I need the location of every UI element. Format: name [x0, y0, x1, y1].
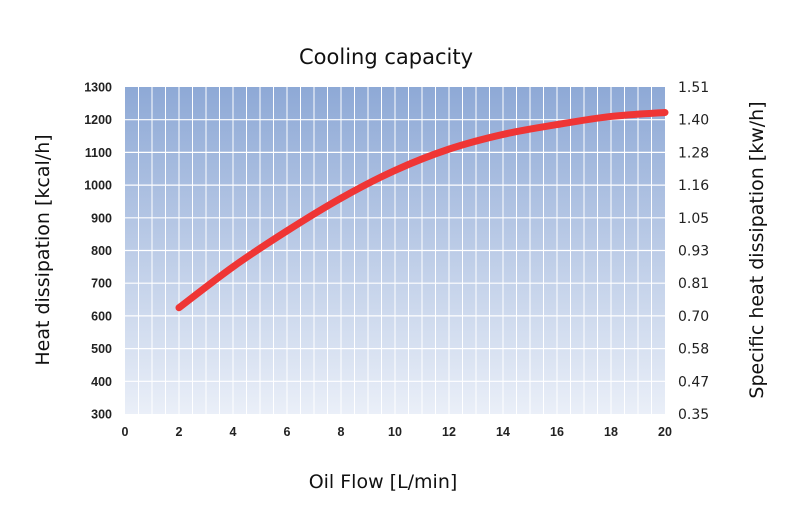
series-line: [175, 109, 669, 312]
x-tick-label: 8: [338, 425, 345, 439]
y2-tick-label: 0.93: [678, 244, 709, 260]
y2-tick-label: 0.47: [678, 374, 709, 390]
x-tick-label: 4: [230, 425, 237, 439]
y-tick-label: 400: [91, 375, 112, 389]
y-tick-label: 1100: [85, 146, 112, 160]
y-tick-label: 900: [91, 211, 112, 225]
y-axis-ticks: 300 400 500 600 700 800 900 1000 1100 1200 1300: [84, 81, 112, 422]
x-tick-label: 10: [388, 425, 402, 439]
x-tick-label: 0: [122, 425, 129, 439]
x-tick-label: 16: [550, 425, 564, 439]
x-axis-ticks: 0 2 4 6 8 10 12 14 16 18 20: [122, 425, 672, 439]
x-tick-label: 6: [284, 425, 291, 439]
grid: [125, 87, 665, 414]
x-tick-label: 20: [658, 425, 672, 439]
chart-title: Cooling capacity: [299, 45, 473, 69]
y2-tick-label: 0.35: [678, 407, 709, 423]
y2-axis-ticks: 0.35 0.47 0.58 0.70 0.81 0.93 1.05 1.16 1.28 1.40…: [678, 80, 709, 423]
x-tick-label: 12: [442, 425, 456, 439]
y-tick-label: 700: [91, 277, 112, 291]
x-tick-label: 2: [176, 425, 183, 439]
y2-tick-label: 1.51: [678, 80, 709, 96]
x-tick-label: 18: [604, 425, 618, 439]
y-tick-label: 1300: [84, 81, 112, 95]
y-tick-label: 1200: [84, 113, 112, 127]
y-tick-label: 300: [91, 408, 112, 422]
y2-tick-label: 0.81: [678, 276, 709, 292]
y2-axis-title: Specific heat dissipation [kw/h]: [746, 101, 768, 398]
x-axis-title: Oil Flow [L/min]: [309, 471, 458, 493]
y-tick-label: 1000: [84, 179, 112, 193]
y2-tick-label: 0.58: [678, 342, 709, 358]
x-tick-label: 14: [496, 425, 510, 439]
y2-tick-label: 1.16: [678, 178, 709, 194]
series-group: [175, 109, 669, 312]
y-tick-label: 500: [91, 342, 112, 356]
y-tick-label: 600: [91, 309, 112, 323]
y2-tick-label: 1.05: [678, 211, 709, 227]
y2-tick-label: 1.40: [678, 113, 709, 129]
y-tick-label: 800: [91, 244, 112, 258]
y-axis-title: Heat dissipation [kcal/h]: [32, 134, 54, 365]
y2-tick-label: 1.28: [678, 145, 709, 161]
y2-tick-label: 0.70: [678, 309, 709, 325]
